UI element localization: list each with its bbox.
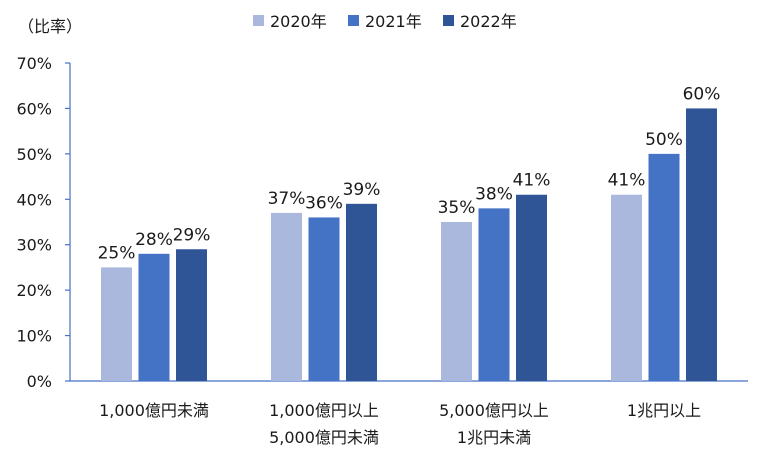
category-label-2-1: 1兆円未満 [457, 428, 531, 447]
bar-1-3 [648, 153, 680, 381]
bar-1-0 [138, 253, 170, 381]
data-label-1-1: 36% [305, 193, 343, 213]
data-label-2-2: 41% [513, 171, 551, 191]
data-label-1-3: 50% [645, 130, 683, 150]
legend-label-2: 2022年 [460, 12, 517, 31]
data-label-2-0: 29% [173, 225, 211, 245]
y-tick-label-4: 40% [16, 190, 52, 209]
category-label-1-0: 1,000億円以上 [269, 401, 379, 420]
y-tick-label-5: 50% [16, 145, 52, 164]
data-label-1-0: 28% [135, 230, 173, 250]
y-tick-label-0: 0% [27, 372, 52, 391]
bar-1-2 [478, 208, 510, 381]
legend-swatch-0 [253, 15, 264, 26]
y-tick-label-2: 20% [16, 281, 52, 300]
bar-2-2 [516, 194, 547, 381]
bar-0-1 [271, 212, 302, 381]
data-label-0-2: 35% [438, 198, 476, 218]
y-tick-label-6: 60% [16, 99, 52, 118]
data-label-0-0: 25% [98, 243, 136, 263]
legend: 2020年 2021年 2022年 [253, 12, 517, 31]
y-axis: 0% 10% 20% 30% 40% 50% 60% 70% [16, 54, 71, 391]
data-labels-group: 25% 37% 35% 41% 28% 36% 38% 50% 29% 39% 41% 60% [98, 84, 721, 263]
legend-label-0: 2020年 [270, 12, 327, 31]
legend-swatch-1 [348, 15, 359, 26]
bar-0-3 [611, 194, 642, 381]
data-label-2-1: 39% [343, 180, 381, 200]
category-labels-group: 1,000億円未満 1,000億円以上 5,000億円未満 5,000億円以上 1兆円未… [99, 401, 701, 447]
y-tick-label-7: 70% [16, 54, 52, 73]
bar-2-0 [176, 249, 207, 381]
y-tick-label-1: 10% [16, 327, 52, 346]
bar-2-3 [686, 108, 717, 381]
bar-1-1 [308, 217, 340, 381]
legend-swatch-2 [443, 15, 454, 26]
category-label-0-0: 1,000億円未満 [99, 401, 209, 420]
bars-group [101, 108, 717, 381]
category-label-1-1: 5,000億円未満 [269, 428, 379, 447]
data-label-1-2: 38% [475, 184, 513, 204]
legend-label-1: 2021年 [365, 12, 422, 31]
y-axis-unit-label: （比率） [18, 17, 82, 36]
category-label-3-0: 1兆円以上 [627, 401, 701, 420]
data-label-0-3: 41% [608, 171, 646, 191]
data-label-2-3: 60% [683, 84, 721, 104]
data-label-0-1: 37% [268, 189, 306, 209]
bar-0-0 [101, 267, 132, 381]
category-label-2-0: 5,000億円以上 [439, 401, 549, 420]
y-tick-label-3: 30% [16, 236, 52, 255]
bar-0-2 [441, 222, 472, 381]
bar-2-1 [346, 203, 377, 381]
